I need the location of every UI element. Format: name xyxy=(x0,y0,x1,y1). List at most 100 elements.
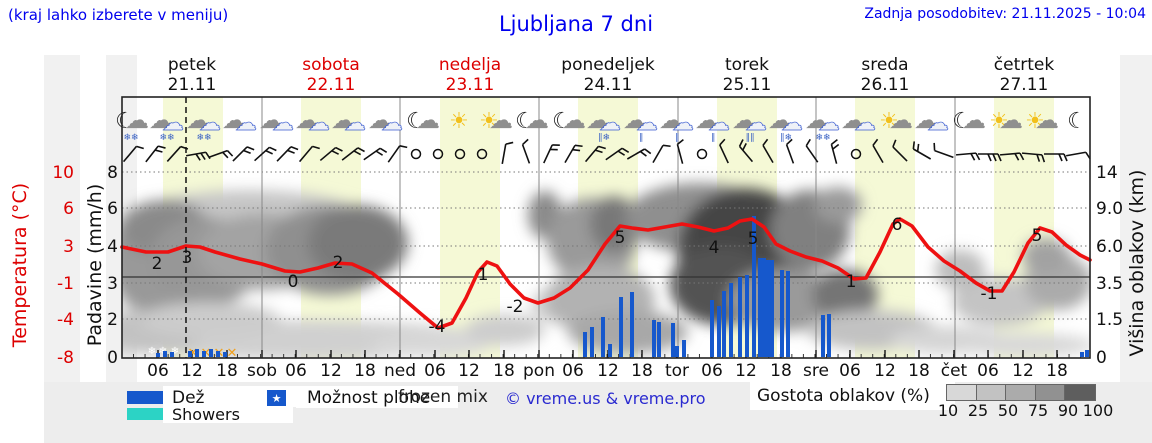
weather-icon-cloud: ☁ xyxy=(562,106,586,134)
precip-bar xyxy=(657,322,661,357)
legend-chip-showers xyxy=(163,404,293,423)
day-name: torek xyxy=(725,55,769,75)
wind-barb xyxy=(696,148,708,160)
shower-chance-icon: ★ xyxy=(267,390,286,406)
weather-icon-cloud: ☁ xyxy=(659,106,683,134)
x-axis-label: 18 xyxy=(1046,361,1068,381)
precip-bar xyxy=(1085,350,1089,357)
weather-icon-wcloud: ☁ xyxy=(344,111,366,136)
x-axis-label: pon xyxy=(523,361,555,381)
x-axis-label: 18 xyxy=(493,361,515,381)
weather-icon-cloud: ☁ xyxy=(623,106,647,134)
cloud-tick-label: 6.0 xyxy=(1096,237,1123,257)
precip-bar xyxy=(209,349,213,357)
x-axis-label: 06 xyxy=(977,361,999,381)
wind-barb xyxy=(432,148,444,160)
x-axis-label: 18 xyxy=(770,361,792,381)
wind-barb xyxy=(719,138,729,164)
day-date: 21.11 xyxy=(167,75,217,95)
precip-bar xyxy=(671,323,675,357)
weather-icon-moon: ☾ xyxy=(406,109,426,134)
precip-bar xyxy=(216,351,220,357)
x-axis-label: 12 xyxy=(181,361,203,381)
weather-icon-cloud: ☁ xyxy=(489,106,513,134)
temperature-value-label: 2 xyxy=(333,253,344,273)
day-name: sobota xyxy=(302,55,360,75)
wind-barb xyxy=(978,153,1002,162)
weather-icon-wcloud: ☁ xyxy=(672,111,694,136)
wind-barb xyxy=(410,148,422,160)
plot-frame xyxy=(121,96,1091,359)
weather-icon-wcloud: ☁ xyxy=(818,111,840,136)
page-title: Ljubljana 7 dni xyxy=(498,12,654,36)
cloud-blob xyxy=(1022,238,1070,274)
temperature-value-label: 4 xyxy=(709,238,720,258)
wind-barb xyxy=(762,138,774,164)
temperature-value-label: 6 xyxy=(892,215,903,235)
star-glyph: ★ xyxy=(271,391,282,405)
weather-icon-wcloud: ☁ xyxy=(381,111,403,136)
day-header-ponedeljek: ponedeljek 24.11 xyxy=(538,55,678,95)
wind-barb xyxy=(892,139,908,162)
rain-legend-label: Dež xyxy=(172,388,205,408)
weather-icon-sun: ☀ xyxy=(879,109,899,134)
temp-tick-label: -4 xyxy=(57,310,74,330)
wind-barb xyxy=(933,142,954,159)
precip-bar xyxy=(682,340,686,357)
weather-icon-moon: ☾ xyxy=(1067,109,1087,134)
location-hint[interactable]: (kraj lahko izberete v meniju) xyxy=(8,6,229,24)
day-date: 23.11 xyxy=(445,75,495,95)
precip-bar xyxy=(590,327,594,357)
precip-bar xyxy=(770,260,774,357)
precip-bar xyxy=(745,275,749,357)
weather-icon-wcloud: ☁ xyxy=(235,111,257,136)
cloud-blob xyxy=(812,269,878,321)
weather-icon-sun: ☀ xyxy=(479,109,499,134)
wind-barb xyxy=(319,146,343,162)
x-axis-label: 12 xyxy=(320,361,342,381)
weather-icon-cloud: ☁ xyxy=(914,106,938,134)
wind-barb xyxy=(254,146,277,162)
temp-tick-label: -8 xyxy=(57,348,74,368)
cloud-scale-seg xyxy=(1034,384,1067,401)
copyright-link[interactable]: © vreme.us & vreme.pro xyxy=(505,389,706,408)
weather-icon-cloud: ☁ xyxy=(525,106,549,134)
x-axis-label: 12 xyxy=(458,361,480,381)
day-name: nedelja xyxy=(438,55,502,75)
x-axis-label: 06 xyxy=(839,361,861,381)
wind-barb xyxy=(805,138,819,163)
day-header-torek: torek 25.11 xyxy=(677,55,817,95)
precip-tick-label: 6 xyxy=(107,199,118,219)
precip-bar xyxy=(202,351,206,357)
precip-bar xyxy=(170,352,174,357)
weather-icon-wcloud: ☁ xyxy=(708,111,730,136)
showers-swatch xyxy=(127,408,163,420)
wind-barb xyxy=(145,145,166,163)
x-axis-label: 18 xyxy=(631,361,653,381)
x-axis-label: 18 xyxy=(216,361,238,381)
cloud-cover-layer xyxy=(122,183,1090,358)
wind-barb xyxy=(1044,153,1068,162)
weather-icon-wcloud: ☁ xyxy=(636,111,658,136)
weather-icon-precip-mark: ❄❄ xyxy=(123,133,138,143)
wind-barb xyxy=(341,147,365,161)
day-name: ponedeljek xyxy=(561,55,655,75)
temperature-value-label: 0 xyxy=(288,272,299,292)
wind-barb xyxy=(564,144,583,164)
day-date: 26.11 xyxy=(860,75,910,95)
weather-icon-wcloud: ☁ xyxy=(927,111,949,136)
precip-bar xyxy=(827,314,831,357)
weather-icon-wcloud: ☁ xyxy=(745,111,767,136)
day-name: petek xyxy=(167,55,217,75)
snow-marker: ❄ xyxy=(148,346,156,357)
wind-barb xyxy=(476,148,488,160)
cloud-blob xyxy=(465,314,545,346)
weather-icon-cloud: ☁ xyxy=(962,106,986,134)
wind-barb xyxy=(298,145,320,163)
weather-icon-precip-mark: ❄❄ xyxy=(159,133,174,143)
weather-icon-moon: ☾ xyxy=(552,109,572,134)
cloud-scale-seg xyxy=(1064,384,1096,401)
weather-icon-wcloud: ☁ xyxy=(854,111,876,136)
